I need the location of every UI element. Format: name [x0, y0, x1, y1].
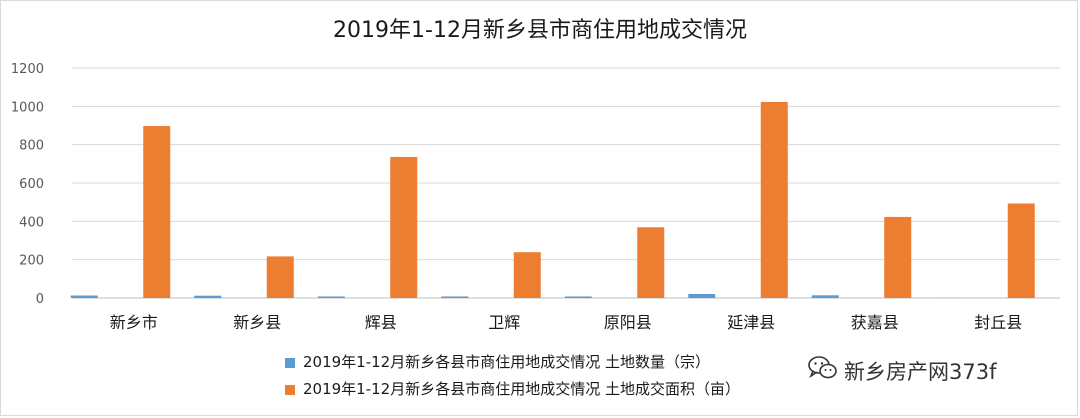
- x-tick-label: 辉县: [365, 313, 397, 332]
- bar-count: [194, 295, 222, 298]
- legend-swatch: [285, 357, 295, 368]
- y-tick-label: 1000: [11, 100, 44, 115]
- chart-title: 2019年1-12月新乡县市商住用地成交情况: [333, 18, 747, 43]
- bar-count: [441, 296, 469, 298]
- bar-count: [70, 295, 98, 298]
- legend-label: 2019年1-12月新乡各县市商住用地成交情况 土地成交面积（亩）: [303, 380, 740, 398]
- bar-count: [564, 296, 592, 298]
- bar-area: [760, 101, 788, 298]
- y-tick-label: 400: [19, 215, 44, 230]
- y-tick-label: 600: [19, 177, 44, 192]
- bar-area: [513, 252, 541, 298]
- y-tick-label: 200: [19, 254, 44, 269]
- x-tick-label: 封丘县: [974, 313, 1022, 332]
- watermark-text: 新乡房产网373f: [844, 359, 997, 384]
- wechat-icon: [808, 355, 838, 386]
- legend: 2019年1-12月新乡各县市商住用地成交情况 土地数量（宗） 2019年1-1…: [285, 349, 740, 403]
- bar-area: [1007, 203, 1035, 298]
- legend-swatch: [285, 384, 295, 395]
- bar-area: [266, 256, 294, 298]
- y-tick-label: 0: [36, 292, 44, 307]
- gridlines: [72, 67, 1060, 299]
- x-tick-label: 新乡市: [110, 313, 158, 332]
- x-tick-label: 卫辉: [488, 313, 520, 332]
- bars: [70, 101, 1035, 298]
- bar-area: [143, 126, 171, 298]
- bar-area: [390, 156, 418, 298]
- x-axis-ticks: 新乡市 新乡县 辉县 卫辉 原阳县 延津县 获嘉县 封丘县: [110, 313, 1023, 332]
- y-axis-ticks: 0 200 400 600 800 1000 1200: [11, 62, 44, 307]
- y-tick-label: 800: [19, 139, 44, 154]
- bar-count: [811, 295, 839, 298]
- x-tick-label: 新乡县: [233, 313, 281, 332]
- legend-item-series-2: 2019年1-12月新乡各县市商住用地成交情况 土地成交面积（亩）: [285, 376, 740, 403]
- legend-item-series-1: 2019年1-12月新乡各县市商住用地成交情况 土地数量（宗）: [285, 349, 740, 376]
- bar-area: [884, 216, 912, 298]
- x-tick-label: 获嘉县: [851, 313, 899, 332]
- legend-label: 2019年1-12月新乡各县市商住用地成交情况 土地数量（宗）: [303, 353, 710, 371]
- bar-area: [637, 227, 665, 298]
- bar-count: [688, 293, 716, 298]
- x-tick-label: 延津县: [727, 313, 775, 332]
- watermark: 新乡房产网373f: [808, 355, 996, 386]
- y-tick-label: 1200: [11, 62, 44, 77]
- x-tick-label: 原阳县: [604, 313, 652, 332]
- bar-count: [317, 296, 345, 298]
